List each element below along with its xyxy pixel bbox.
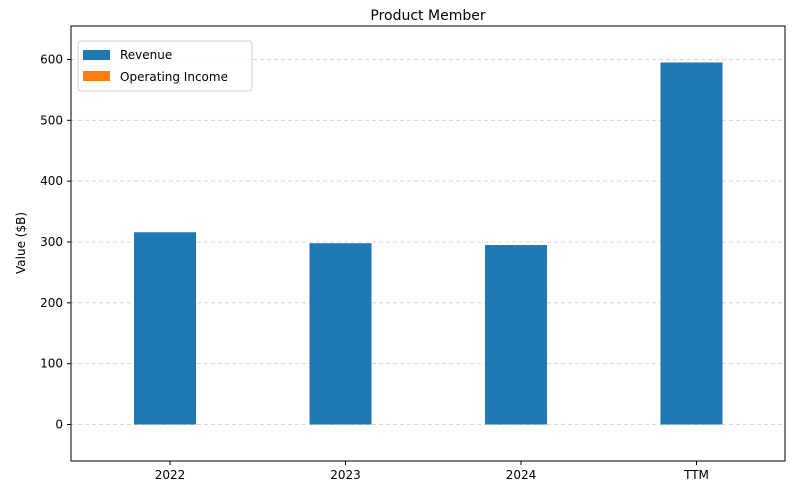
bar-revenue-2023: [309, 243, 372, 425]
legend-label-operating-income: Operating Income: [120, 70, 228, 84]
x-axis: 2022 2023 2024 TTM: [155, 461, 709, 482]
y-axis-label: Value ($B): [14, 212, 28, 274]
y-axis: 0 100 200 300 400 500 600: [40, 52, 71, 431]
y-tick-label: 300: [40, 235, 63, 249]
legend: Revenue Operating Income: [77, 40, 253, 92]
legend-swatch-operating-income: [83, 71, 110, 81]
x-tick-label: TTM: [683, 468, 709, 482]
chart-title: Product Member: [370, 8, 485, 24]
y-tick-label: 100: [40, 357, 63, 371]
y-tick-label: 200: [40, 296, 63, 310]
y-tick-label: 400: [40, 174, 63, 188]
bar-revenue-2024: [485, 245, 547, 425]
legend-label-revenue: Revenue: [120, 48, 172, 62]
y-tick-label: 600: [40, 52, 63, 66]
x-tick-label: 2024: [506, 468, 537, 482]
bar-revenue-ttm: [660, 62, 723, 425]
y-tick-label: 0: [55, 417, 63, 431]
plot-frame: [70, 25, 786, 462]
legend-swatch-revenue: [83, 50, 110, 60]
legend-box: [77, 40, 253, 92]
y-tick-label: 500: [40, 113, 63, 127]
x-tick-label: 2022: [155, 468, 186, 482]
bars: [134, 62, 723, 425]
x-tick-label: 2023: [330, 468, 361, 482]
bar-revenue-2022: [134, 232, 196, 425]
